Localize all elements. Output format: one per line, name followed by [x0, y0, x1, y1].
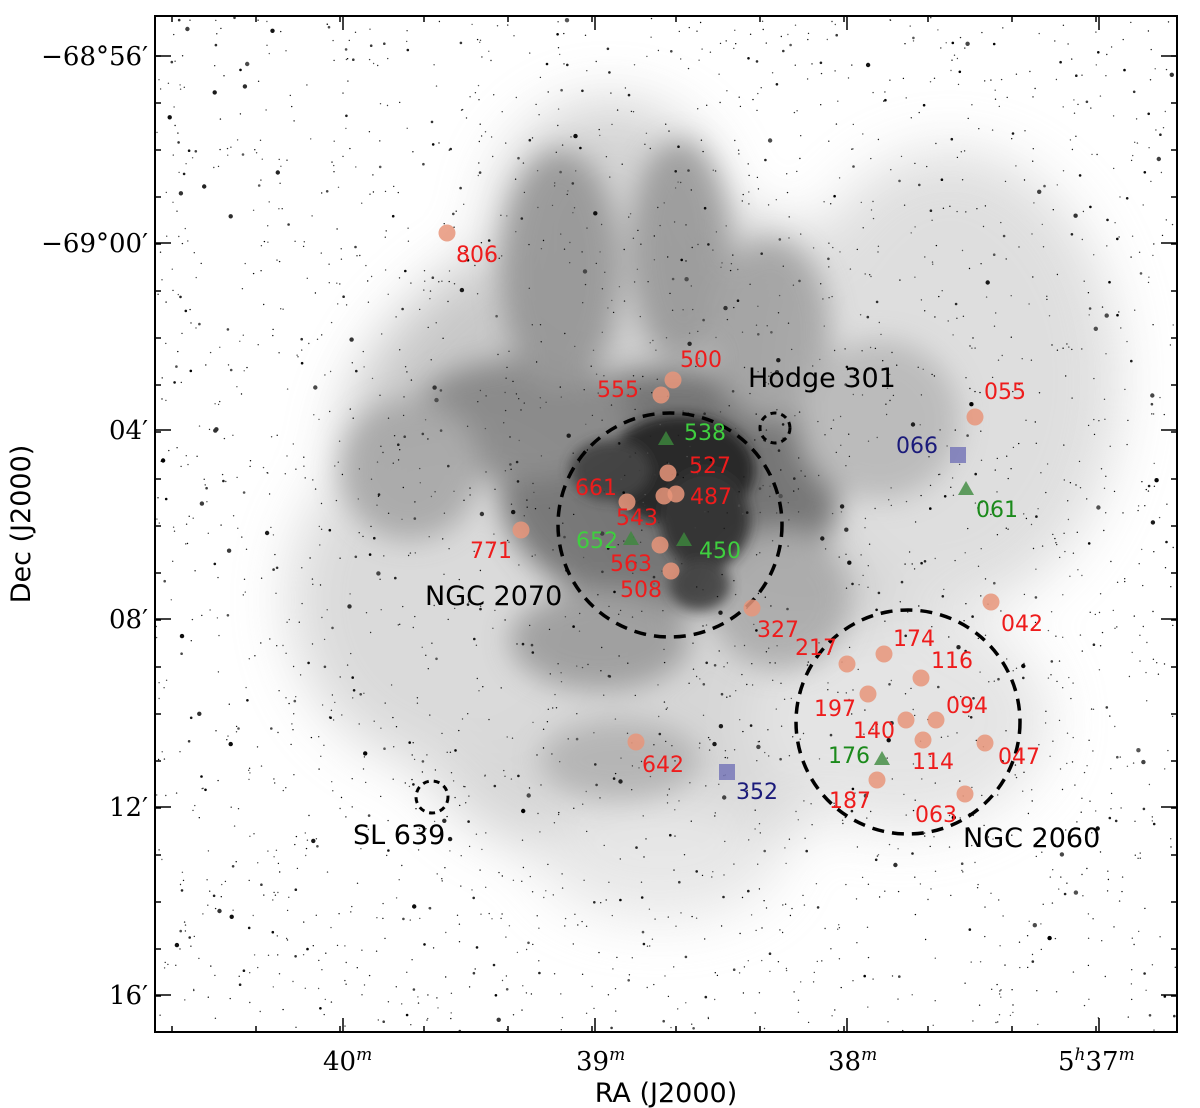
y-tick-label-1: −69°00′ [41, 229, 148, 259]
square-marker-352 [719, 764, 735, 780]
triangle-marker-450 [676, 532, 692, 546]
circle-marker-661 [618, 493, 636, 511]
cluster-circle-sl-639 [414, 779, 450, 815]
star-label-094: 094 [946, 694, 988, 719]
circle-marker-563 [651, 536, 669, 554]
star-label-563: 563 [610, 552, 652, 577]
circle-marker-063 [956, 785, 974, 803]
circle-marker-327 [743, 599, 761, 617]
cluster-label-hodge-301: Hodge 301 [748, 363, 896, 394]
star-label-500: 500 [680, 348, 722, 373]
cluster-label-ngc-2060: NGC 2060 [963, 823, 1100, 854]
cluster-circle-ngc-2060 [794, 608, 1022, 836]
square-marker-066 [950, 447, 966, 463]
circle-marker-116 [912, 669, 930, 687]
circle-marker-197 [859, 685, 877, 703]
star-label-543: 543 [616, 506, 658, 531]
triangle-marker-538 [658, 431, 674, 445]
star-label-174: 174 [893, 627, 935, 652]
triangle-marker-652 [623, 531, 639, 545]
cluster-label-sl-639: SL 639 [353, 820, 445, 851]
circle-marker-140 [897, 711, 915, 729]
star-label-352: 352 [736, 780, 778, 805]
star-label-661: 661 [575, 476, 617, 501]
x-tick-labels: 40m 39m 38m 5h37m [323, 1045, 1135, 1077]
star-label-140: 140 [853, 719, 895, 744]
y-tick-label-2: 04′ [109, 416, 148, 446]
nebula-emission [290, 100, 1120, 920]
circle-marker-500 [664, 371, 682, 389]
circle-marker-055 [966, 408, 984, 426]
star-label-487: 487 [690, 485, 732, 510]
circle-marker-527 [659, 464, 677, 482]
triangle-marker-176 [874, 751, 890, 765]
cluster-labels: NGC 2070 NGC 2060 Hodge 301 SL 639 [353, 363, 1100, 854]
star-label-217: 217 [795, 636, 837, 661]
x-axis-title: RA (J2000) [595, 1078, 737, 1108]
star-label-771: 771 [470, 539, 512, 564]
circle-marker-806 [438, 224, 456, 242]
star-label-042: 042 [1001, 612, 1043, 637]
cluster-regions [414, 411, 1022, 836]
circle-marker-217 [838, 655, 856, 673]
circle-marker-174 [875, 645, 893, 663]
star-label-116: 116 [931, 649, 973, 674]
circle-marker-543 [655, 487, 673, 505]
axis-ticks [155, 16, 1177, 1032]
circle-marker-114 [914, 731, 932, 749]
circle-marker-555 [652, 386, 670, 404]
y-tick-label-4: 12′ [109, 793, 148, 823]
star-label-642: 642 [642, 753, 684, 778]
star-label-055: 055 [984, 380, 1026, 405]
star-label-327: 327 [757, 618, 799, 643]
star-label-508: 508 [620, 578, 662, 603]
y-axis-title: Dec (J2000) [6, 445, 37, 604]
star-label-652: 652 [576, 529, 618, 554]
cluster-circle-hodge-301 [758, 411, 792, 445]
y-tick-label-0: −68°56′ [41, 42, 148, 72]
star-label-176: 176 [828, 744, 870, 769]
cluster-circle-ngc-2070 [556, 411, 784, 639]
circle-marker-642 [627, 733, 645, 751]
triangle-marker-061 [958, 481, 974, 495]
plot-frame [154, 15, 1178, 1033]
circle-marker-187 [868, 771, 886, 789]
x-tick-label-40m: 40m [323, 1045, 372, 1077]
star-label-187: 187 [829, 789, 871, 814]
star-label-197: 197 [814, 697, 856, 722]
star-label-114: 114 [912, 750, 954, 775]
circle-marker-047 [976, 734, 994, 752]
y-tick-label-3: 08′ [109, 605, 148, 635]
circle-marker-094 [927, 711, 945, 729]
star-label-806: 806 [456, 243, 498, 268]
circle-marker-771 [512, 521, 530, 539]
star-label-061: 061 [976, 498, 1018, 523]
star-label-047: 047 [998, 745, 1040, 770]
star-label-555: 555 [597, 378, 639, 403]
cluster-label-ngc-2070: NGC 2070 [425, 581, 562, 612]
x-tick-label-5h37m: 5h37m [1058, 1045, 1135, 1077]
y-tick-label-5: 16′ [109, 981, 148, 1011]
star-label-066: 066 [896, 434, 938, 459]
star-field [155, 16, 1177, 1032]
circle-marker-042 [982, 593, 1000, 611]
circle-marker-508 [662, 562, 680, 580]
star-label-450: 450 [699, 539, 741, 564]
x-tick-label-38m: 38m [828, 1045, 877, 1077]
star-label-538: 538 [684, 421, 726, 446]
star-label-527: 527 [689, 454, 731, 479]
star-markers [438, 224, 1000, 803]
star-labels: 806 555 500 055 538 066 527 661 487 061 543 771 652 4… [456, 243, 1043, 828]
y-tick-labels: −68°56′ −69°00′ 04′ 08′ 12′ 16′ [41, 42, 148, 1011]
x-tick-label-39m: 39m [576, 1045, 625, 1077]
star-label-063: 063 [915, 803, 957, 828]
